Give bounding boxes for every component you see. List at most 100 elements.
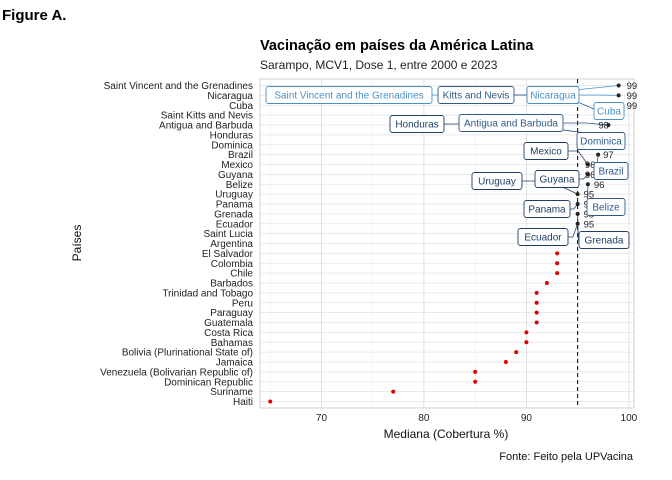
y-tick-label: Ecuador xyxy=(216,219,254,230)
y-tick-label: Saint Lucia xyxy=(204,229,254,240)
annotation-kitts-and-nevis: Kitts and Nevis xyxy=(437,86,515,104)
annotation-leader xyxy=(568,150,589,165)
data-point-saint-vincent-and-the-grenadines xyxy=(616,83,621,88)
annotation-box xyxy=(458,114,564,132)
annotation-box xyxy=(534,170,580,188)
y-tick-label: Saint Vincent and the Grenadines xyxy=(104,81,253,92)
data-label-uruguay: 95 xyxy=(584,190,595,201)
data-point-costa-rica xyxy=(524,330,529,335)
x-tick-label: 70 xyxy=(316,413,328,424)
y-tick-label: Bahamas xyxy=(211,338,253,349)
y-tick-label: Brazil xyxy=(228,150,253,161)
annotation-panama: Panama xyxy=(523,200,571,218)
annotation-text: Mexico xyxy=(530,147,562,158)
y-tick-label: Suriname xyxy=(210,387,253,398)
y-tick-label: Mexico xyxy=(221,160,253,171)
figure-label: Figure A. xyxy=(2,7,66,24)
chart-title: Vacinação em países da América Latina xyxy=(260,38,534,54)
y-tick-label: Dominica xyxy=(211,140,253,151)
x-tick-label: 100 xyxy=(621,413,638,424)
y-tick-label: Peru xyxy=(232,298,253,309)
data-label-brazil: 97 xyxy=(603,150,614,161)
annotation-text: Guyana xyxy=(539,175,574,186)
data-point-haiti xyxy=(268,399,273,404)
data-point-suriname xyxy=(391,389,396,394)
plot-border xyxy=(259,78,635,409)
data-label-saint-vincent-and-the-grenadines: 99 xyxy=(627,81,638,92)
data-point-ecuador xyxy=(575,221,580,226)
data-point-dominican-republic xyxy=(473,379,478,384)
annotation-box xyxy=(578,231,630,249)
y-tick-label: Chile xyxy=(230,269,253,280)
annotation-leader xyxy=(579,174,589,180)
data-point-nicaragua xyxy=(616,93,621,98)
y-axis-title: Países xyxy=(70,225,84,262)
plot-area: Saint Vincent and the GrenadinesNicaragu… xyxy=(100,78,638,424)
y-tick-label: Colombia xyxy=(211,259,254,270)
caption: Fonte: Feito pela UPVacina xyxy=(499,451,634,463)
annotation-box xyxy=(265,86,433,104)
annotation-box xyxy=(593,162,629,180)
annotation-box xyxy=(526,86,580,104)
data-point-paraguay xyxy=(534,310,539,315)
annotation-uruguay: Uruguay xyxy=(471,172,523,190)
data-point-guatemala xyxy=(534,320,539,325)
annotation-leader xyxy=(563,122,609,126)
annotation-box xyxy=(593,102,625,120)
data-label-guyana: 96 xyxy=(585,170,596,181)
annotation-box xyxy=(471,172,523,190)
y-tick-label: Grenada xyxy=(214,209,253,220)
data-point-antigua-and-barbuda xyxy=(606,123,611,127)
y-tick-label: Guyana xyxy=(218,170,253,181)
annotation-box xyxy=(523,200,571,218)
annotation-saint-vincent-and-the-grenadines: Saint Vincent and the Grenadines xyxy=(265,86,433,104)
annotation-antigua-and-barbuda: Antigua and Barbuda xyxy=(458,114,564,132)
annotation-text: Ecuador xyxy=(524,233,562,244)
y-tick-label: Dominican Republic xyxy=(164,377,253,388)
data-point-jamaica xyxy=(503,360,508,364)
data-point-bolivia-plurinational-state-of xyxy=(514,350,519,355)
annotation-box xyxy=(437,86,515,104)
data-point-venezuela-bolivarian-republic-of xyxy=(473,369,478,374)
annotation-cuba: Cuba xyxy=(593,102,625,120)
y-tick-label: El Salvador xyxy=(202,249,254,260)
data-label-cuba: 99 xyxy=(627,101,638,112)
annotation-ecuador: Ecuador xyxy=(517,228,569,246)
data-label-nicaragua: 99 xyxy=(627,91,638,102)
y-tick-label: Jamaica xyxy=(216,358,254,369)
annotation-text: Belize xyxy=(592,203,620,214)
annotation-text: Panama xyxy=(528,205,566,216)
y-tick-label: Nicaragua xyxy=(207,91,253,102)
y-tick-label: Cuba xyxy=(229,101,253,112)
annotation-grenada: Grenada xyxy=(578,231,630,249)
data-label-mexico: 96 xyxy=(585,160,596,171)
data-point-barbados xyxy=(544,281,549,285)
annotation-box xyxy=(523,142,569,160)
annotation-mexico: Mexico xyxy=(523,142,569,160)
y-tick-label: Argentina xyxy=(210,239,253,250)
y-tick-label: Honduras xyxy=(210,130,253,141)
annotation-leader xyxy=(570,203,578,210)
annotation-text: Kitts and Nevis xyxy=(443,91,510,102)
data-point-guyana xyxy=(585,172,590,177)
annotation-box xyxy=(517,228,569,246)
data-point-belize xyxy=(585,182,590,187)
annotation-box xyxy=(586,198,626,216)
y-tick-label: Antigua and Barbuda xyxy=(159,121,253,132)
y-tick-label: Belize xyxy=(226,180,254,191)
y-tick-label: Paraguay xyxy=(210,308,253,319)
annotation-text: Nicaragua xyxy=(530,91,576,102)
x-axis-title: Mediana (Cobertura %) xyxy=(384,427,509,441)
chart-subtitle: Sarampo, MCV1, Dose 1, entre 2000 e 2023 xyxy=(260,58,498,72)
data-label-belize: 96 xyxy=(594,180,605,191)
data-label-antigua-and-barbuda: 98 xyxy=(598,121,609,132)
data-point-el-salvador xyxy=(555,251,560,256)
data-point-chile xyxy=(555,271,560,276)
annotation-honduras: Honduras xyxy=(389,115,445,133)
annotation-guyana: Guyana xyxy=(534,170,580,188)
y-tick-label: Trinidad and Tobago xyxy=(162,288,253,299)
annotation-text: Uruguay xyxy=(478,177,516,188)
x-tick-label: 80 xyxy=(418,413,430,424)
annotation-text: Dominica xyxy=(580,137,622,148)
